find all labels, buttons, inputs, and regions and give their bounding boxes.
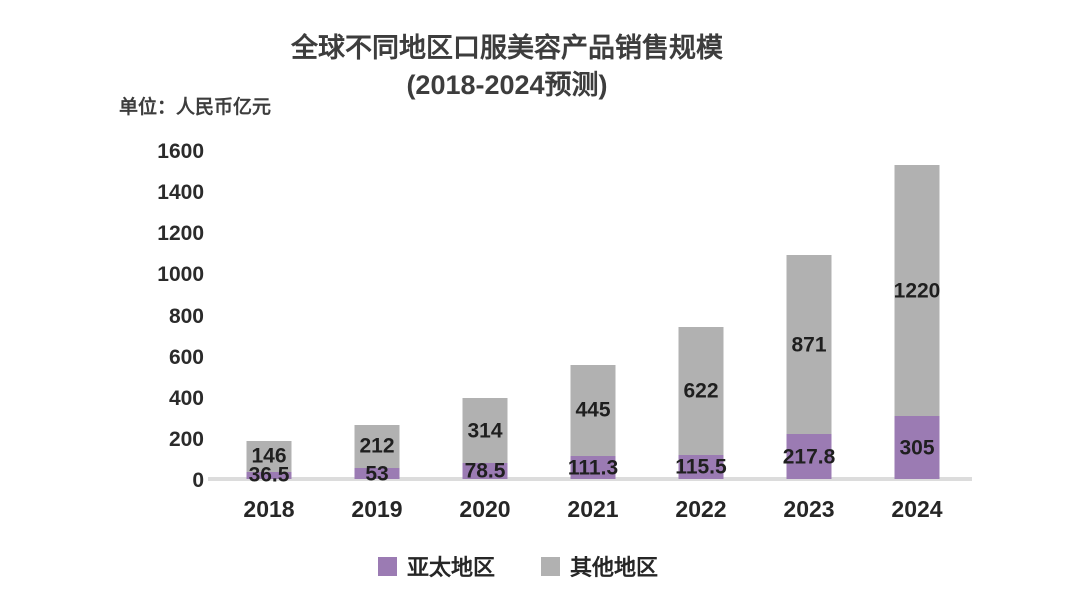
x-tick-label-2023: 2023 (783, 496, 835, 522)
bar-segment-other-2023 (786, 255, 832, 435)
x-tick-label-2024: 2024 (891, 496, 943, 522)
y-tick-label: 0 (192, 469, 204, 492)
y-tick-label: 600 (168, 345, 204, 369)
y-tick-label: 1400 (157, 181, 204, 205)
bar-group-2023: 217.8 871 2023 (755, 150, 863, 522)
bar-group-2018: 36.5 146 2018 (215, 150, 323, 522)
legend-label-other: 其他地区 (570, 555, 659, 580)
bar-segment-other-2018 (246, 441, 292, 472)
bar-segment-other-2022 (678, 327, 724, 456)
legend-swatch-apac (377, 556, 397, 576)
data-label-other-2019: 212 (359, 434, 395, 458)
data-label-apac-2024: 305 (899, 436, 935, 460)
y-axis: 0 200 400 600 800 1000 1200 1400 1600 (118, 140, 204, 492)
y-tick-label: 1000 (157, 263, 204, 287)
data-label-other-2018: 146 (251, 444, 287, 468)
data-label-apac-2023: 217.8 (782, 445, 836, 469)
plot-area: 36.5 146 2018 53 212 2019 78.5 314 2020 111.3 445 2… (215, 150, 971, 522)
data-label-other-2023: 871 (791, 333, 827, 357)
bar-group-2021: 111.3 445 2021 (539, 150, 647, 522)
y-tick-label: 800 (168, 304, 204, 328)
x-tick-label-2019: 2019 (351, 496, 403, 522)
bar-group-2019: 53 212 2019 (323, 150, 431, 522)
y-tick-label: 200 (168, 427, 204, 451)
data-label-other-2021: 445 (575, 398, 611, 422)
bar-segment-apac-2018 (246, 471, 292, 479)
legend-label-apac: 亚太地区 (406, 555, 495, 580)
bar-segment-apac-2020 (462, 462, 508, 479)
data-label-apac-2022: 115.5 (675, 455, 727, 479)
bar-segment-apac-2024 (894, 416, 940, 479)
chart-title: 全球不同地区口服美容产品销售规模 (2018-2024预测) (0, 30, 1014, 104)
data-label-other-2020: 314 (467, 419, 503, 443)
data-label-other-2022: 622 (683, 379, 719, 403)
data-label-apac-2019: 53 (365, 462, 389, 486)
bar-segment-apac-2019 (354, 468, 400, 479)
y-tick-label: 1600 (157, 140, 204, 163)
data-label-apac-2018: 36.5 (248, 463, 290, 487)
bar-segment-apac-2021 (570, 456, 616, 479)
legend: 亚太地区 其他地区 (0, 550, 1036, 582)
bar-segment-other-2021 (570, 364, 616, 457)
data-label-other-2024: 1220 (893, 279, 941, 303)
bar-segment-apac-2023 (786, 434, 832, 479)
x-tick-label-2020: 2020 (459, 496, 511, 522)
bar-segment-other-2020 (462, 398, 508, 463)
chart-title-line2: (2018-2024预测) (406, 70, 608, 100)
bar-group-2024: 305 1220 2024 (863, 150, 971, 522)
bar-segment-other-2019 (354, 424, 400, 469)
chart-title-line1: 全球不同地区口服美容产品销售规模 (291, 33, 723, 63)
x-tick-label-2022: 2022 (675, 496, 727, 522)
data-label-apac-2020: 78.5 (464, 459, 506, 483)
x-tick-label-2018: 2018 (243, 496, 295, 522)
bar-group-2020: 78.5 314 2020 (431, 150, 539, 522)
bar-segment-apac-2022 (678, 455, 724, 479)
unit-label: 单位：人民币亿元 (119, 97, 272, 118)
bar-group-2022: 115.5 622 2022 (647, 150, 755, 522)
data-label-apac-2021: 111.3 (567, 456, 619, 480)
y-tick-label: 400 (168, 386, 204, 410)
legend-item-other: 其他地区 (541, 550, 658, 582)
x-axis-line (208, 477, 972, 481)
x-tick-label-2021: 2021 (567, 496, 619, 522)
legend-item-apac: 亚太地区 (377, 550, 495, 582)
bar-segment-other-2024 (894, 165, 940, 417)
y-tick-label: 1200 (157, 222, 204, 246)
legend-swatch-other (541, 556, 560, 576)
